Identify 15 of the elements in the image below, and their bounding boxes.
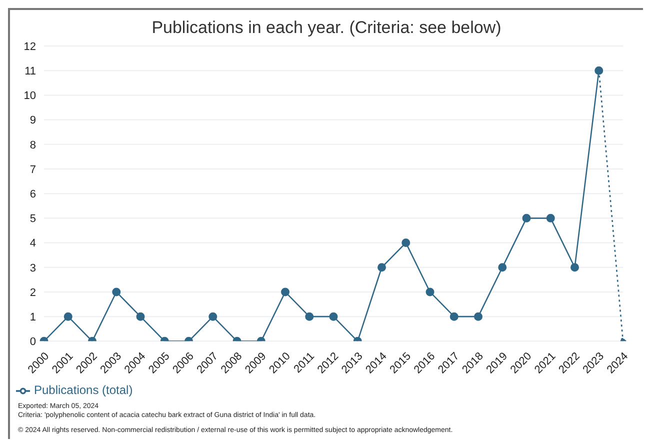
y-tick-label: 9: [30, 114, 36, 127]
y-tick-label: 1: [30, 311, 36, 324]
y-tick-label: 5: [30, 213, 36, 226]
y-tick-label: 2: [30, 286, 36, 299]
y-tick-label: 6: [30, 188, 36, 200]
y-tick-label: 4: [30, 238, 36, 250]
y-tick-label: 12: [24, 40, 36, 53]
y-tick-label: 8: [30, 139, 36, 152]
y-tick-label: 7: [30, 164, 36, 176]
chart-title: Publications in each year. (Criteria: see below): [150, 17, 502, 38]
y-tick-label: 3: [30, 262, 36, 274]
y-tick-label: 0: [30, 336, 36, 348]
y-tick-label: 11: [24, 66, 36, 78]
y-tick-label: 10: [24, 90, 36, 102]
legend-label: Publications (total): [34, 383, 133, 398]
